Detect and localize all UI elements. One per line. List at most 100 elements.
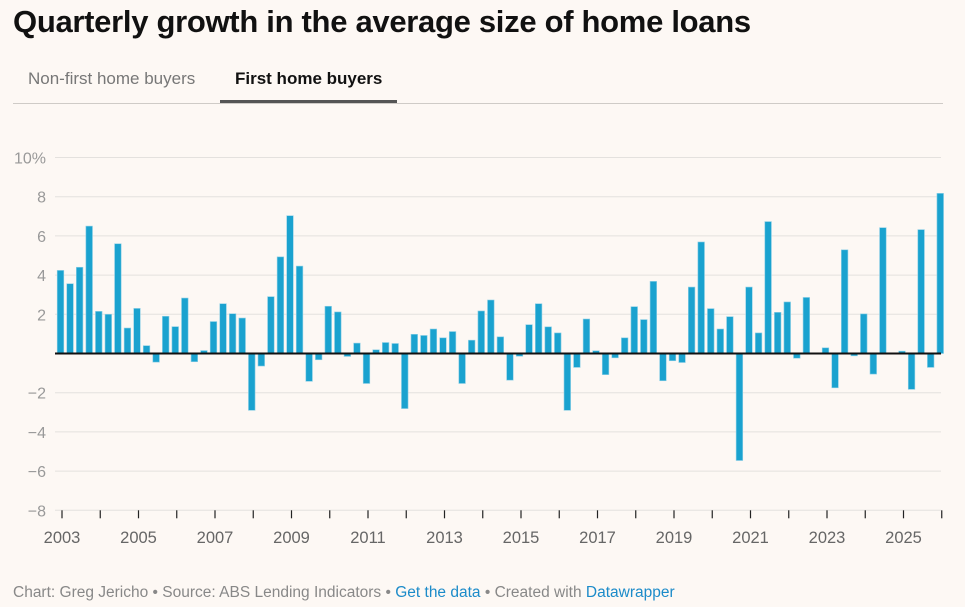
bar xyxy=(649,281,657,354)
bar xyxy=(429,328,438,354)
bar xyxy=(917,229,925,354)
bar xyxy=(85,225,93,354)
chart-title: Quarterly growth in the average size of … xyxy=(13,4,751,39)
chart-credit: Chart: Greg Jericho xyxy=(13,584,149,601)
x-tick-label: 2019 xyxy=(656,529,693,547)
bar xyxy=(621,337,629,354)
bar xyxy=(162,315,170,354)
bar xyxy=(477,310,485,354)
bar xyxy=(238,317,246,354)
bar xyxy=(123,327,132,354)
x-tick-label: 2009 xyxy=(273,529,310,547)
x-tick-label: 2005 xyxy=(120,529,157,547)
created-with-text: • Created with xyxy=(480,584,586,601)
bar xyxy=(257,353,265,367)
datawrapper-link[interactable]: Datawrapper xyxy=(585,584,675,601)
tab-bar: Non-first home buyers First home buyers xyxy=(13,66,943,104)
tab-non-first-home-buyers[interactable]: Non-first home buyers xyxy=(28,69,196,88)
separator: • xyxy=(381,584,396,601)
bar xyxy=(152,353,160,363)
bar xyxy=(248,353,256,411)
bar xyxy=(573,353,581,368)
bar xyxy=(860,313,868,354)
bar xyxy=(841,249,849,354)
bar-chart: 10% 8 6 4 2 −2 −4 −6 −8 2003 2005 2007 2009 2011 2013 2… xyxy=(14,151,944,547)
get-the-data-link[interactable]: Get the data xyxy=(395,584,481,601)
bar xyxy=(563,353,571,411)
y-tick-label: 4 xyxy=(37,268,46,285)
y-tick-label: 6 xyxy=(37,229,46,246)
bar xyxy=(716,328,724,354)
bar xyxy=(601,353,610,375)
bar xyxy=(420,335,428,354)
bar xyxy=(382,342,390,354)
bar xyxy=(66,283,74,354)
bar xyxy=(229,313,237,354)
tab-first-home-buyers[interactable]: First home buyers xyxy=(220,66,398,103)
bar xyxy=(410,333,418,354)
bar xyxy=(496,336,504,354)
bar xyxy=(764,221,772,354)
bar xyxy=(142,345,151,354)
bar xyxy=(544,326,552,354)
bar xyxy=(209,321,218,354)
y-tick-label: −4 xyxy=(28,425,46,442)
x-tick-label: 2025 xyxy=(885,529,922,547)
footer: Chart: Greg Jericho • Source: ABS Lendin… xyxy=(13,584,675,602)
x-tick-label: 2021 xyxy=(732,529,769,547)
bar xyxy=(95,311,103,354)
bar xyxy=(362,353,371,384)
y-tick-label: 8 xyxy=(37,190,46,207)
source-text: Source: ABS Lending Indicators xyxy=(162,584,382,601)
x-tick-label: 2017 xyxy=(579,529,616,547)
bar xyxy=(688,286,696,354)
bar xyxy=(927,353,935,368)
bar xyxy=(305,353,313,382)
bar xyxy=(76,266,84,354)
bar xyxy=(458,353,466,384)
bar xyxy=(219,303,227,354)
bar xyxy=(334,311,342,354)
bar xyxy=(104,313,112,354)
bar xyxy=(879,227,887,354)
y-tick-label: 10% xyxy=(14,151,46,168)
bar xyxy=(659,353,667,382)
bar xyxy=(181,297,189,354)
bar xyxy=(190,353,198,363)
x-tick-label: 2015 xyxy=(503,529,540,547)
bar xyxy=(754,332,763,354)
bar xyxy=(487,299,495,354)
bar xyxy=(401,353,409,409)
y-tick-label: −2 xyxy=(28,386,46,403)
bar xyxy=(640,319,648,354)
bar xyxy=(535,303,543,354)
bar xyxy=(114,243,122,354)
y-tick-label: −8 xyxy=(28,503,46,520)
bar xyxy=(869,353,877,375)
bar xyxy=(267,296,275,354)
bar xyxy=(802,297,810,354)
x-tick-label: 2023 xyxy=(809,529,846,547)
bar xyxy=(448,331,457,354)
x-tick-label: 2003 xyxy=(44,529,81,547)
bar xyxy=(56,270,65,354)
bar xyxy=(286,215,294,354)
bar xyxy=(735,353,744,461)
bar xyxy=(582,318,591,354)
separator: • xyxy=(148,584,163,601)
bar xyxy=(133,308,141,354)
bar xyxy=(936,193,944,354)
bar xyxy=(745,286,753,354)
bar xyxy=(831,353,839,389)
bar xyxy=(506,353,514,381)
x-tick-label: 2007 xyxy=(197,529,234,547)
bar xyxy=(630,306,638,354)
x-tick-label: 2013 xyxy=(426,529,463,547)
bar xyxy=(439,337,447,354)
bar xyxy=(295,265,304,354)
bar xyxy=(276,256,285,354)
bar xyxy=(353,342,361,354)
bar xyxy=(525,324,533,354)
bar xyxy=(697,241,705,354)
bar xyxy=(554,332,562,354)
